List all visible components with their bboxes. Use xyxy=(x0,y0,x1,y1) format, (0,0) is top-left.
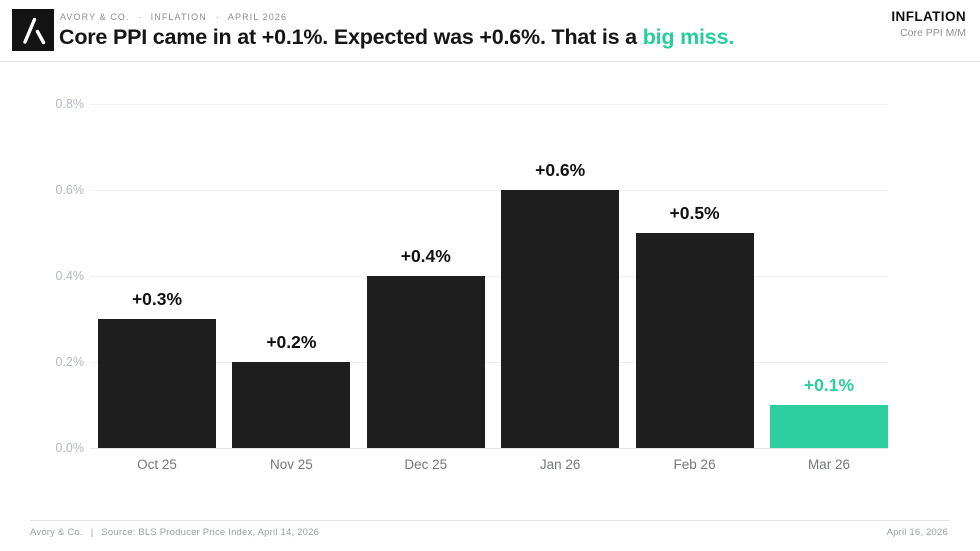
x-axis-label: Dec 25 xyxy=(404,457,448,472)
bar-nov-25: +0.2% Nov 25 xyxy=(232,332,351,472)
bar-value-label: +0.6% xyxy=(535,160,586,180)
breadcrumb-brand: AVORY & CO. xyxy=(60,12,130,22)
corner-subtitle: Core PPI M/M xyxy=(900,27,966,39)
bar-oct-25: +0.3% Oct 25 xyxy=(98,289,216,472)
footer-source-text: Source: BLS Producer Price Index, April … xyxy=(101,527,320,538)
page-title-highlight: big miss. xyxy=(642,25,735,49)
breadcrumb-period: APRIL 2026 xyxy=(227,12,288,22)
gridline xyxy=(90,104,888,105)
bar-value-label: +0.3% xyxy=(131,289,183,309)
bar-mar-26: +0.1% Mar 26 xyxy=(769,375,888,472)
gridline xyxy=(90,362,888,363)
avory-logo-icon xyxy=(12,9,54,51)
x-axis-label: Mar 26 xyxy=(807,457,850,472)
x-axis-baseline xyxy=(90,448,888,449)
bar-jan-26: +0.6% Jan 26 xyxy=(501,160,620,472)
breadcrumb-section: INFLATION xyxy=(150,12,207,22)
footer-brand: Avory & Co. xyxy=(30,527,83,538)
avory-logo-glyph xyxy=(23,17,46,45)
footer-divider xyxy=(30,520,950,521)
x-axis-label: Jan 26 xyxy=(539,457,581,472)
bar-value-label: +0.2% xyxy=(266,332,317,352)
bar-value-label: +0.4% xyxy=(400,246,451,266)
x-axis-label: Feb 26 xyxy=(673,457,716,472)
bar-value-label: +0.5% xyxy=(669,203,720,223)
y-axis-tick-label: 0.0% xyxy=(55,441,85,455)
header-divider xyxy=(0,61,980,62)
breadcrumb-separator: · xyxy=(138,12,142,22)
corner-title: INFLATION xyxy=(891,9,966,24)
bar-dec-25: +0.4% Dec 25 xyxy=(366,246,485,472)
y-axis-tick-label: 0.2% xyxy=(55,355,85,369)
y-axis-tick-label: 0.6% xyxy=(55,183,85,197)
y-axis-tick-label: 0.8% xyxy=(55,97,85,111)
bar-feb-26: +0.5% Feb 26 xyxy=(635,203,754,472)
corner-label-block: INFLATION Core PPI M/M xyxy=(891,9,966,39)
bars-row: +0.3% Oct 25 +0.2% Nov 25 +0.4% Dec 25 +0.6% Ja… xyxy=(90,104,888,472)
breadcrumb-separator: · xyxy=(215,12,219,22)
page-title-main: Core PPI came in at +0.1%. Expected was … xyxy=(59,25,643,49)
footer-separator: | xyxy=(90,527,94,538)
gridline xyxy=(90,276,888,277)
page-title: Core PPI came in at +0.1%. Expected was … xyxy=(59,25,734,50)
x-axis-label: Oct 25 xyxy=(137,457,177,472)
x-axis-label: Nov 25 xyxy=(270,457,313,472)
plot-area: +0.3% Oct 25 +0.2% Nov 25 +0.4% Dec 25 +0.6% Ja… xyxy=(56,97,888,472)
footer-date: April 16, 2026 xyxy=(886,527,948,538)
breadcrumb: AVORY & CO. · INFLATION · APRIL 2026 xyxy=(60,12,287,22)
bar-value-label: +0.1% xyxy=(803,375,855,395)
gridline xyxy=(90,190,888,191)
y-axis-tick-label: 0.4% xyxy=(55,269,85,283)
footer-source: Avory & Co. | Source: BLS Producer Price… xyxy=(30,527,319,538)
